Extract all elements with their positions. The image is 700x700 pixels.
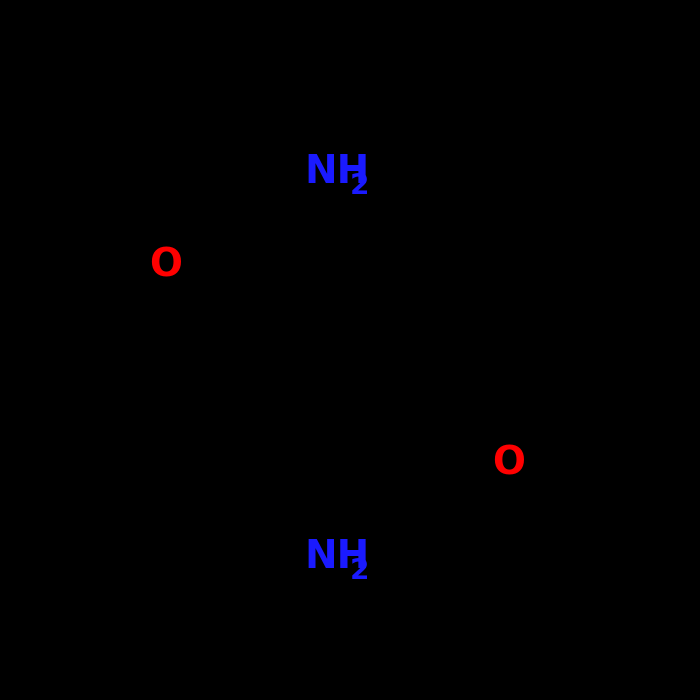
Text: NH: NH	[304, 538, 370, 575]
Text: NH: NH	[304, 153, 370, 191]
Text: 2: 2	[350, 172, 370, 200]
Text: O: O	[493, 444, 526, 482]
Text: 2: 2	[350, 556, 370, 584]
Text: O: O	[149, 246, 182, 284]
